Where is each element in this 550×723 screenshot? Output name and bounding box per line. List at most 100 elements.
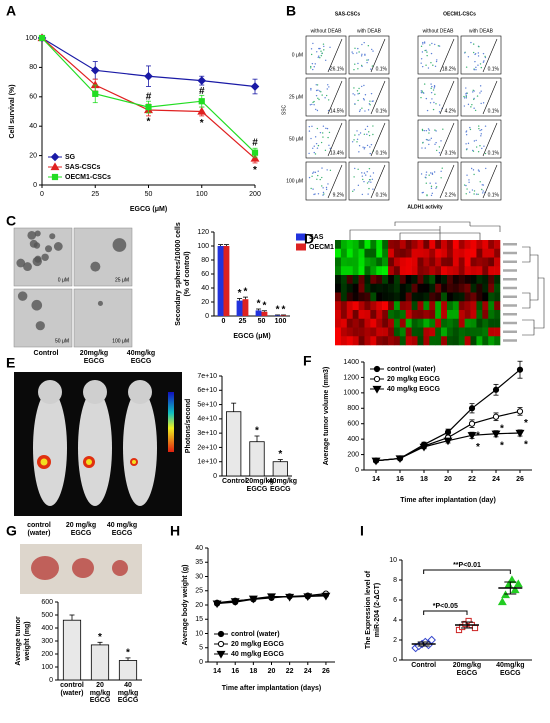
heatmap-cell bbox=[441, 266, 448, 276]
sphere bbox=[34, 230, 41, 237]
heatmap-cell bbox=[464, 301, 471, 311]
bar bbox=[274, 315, 281, 316]
heatmap-cell bbox=[482, 283, 489, 293]
flow-event bbox=[316, 109, 319, 112]
y-tick-label: 100 bbox=[41, 664, 53, 671]
y-axis-label: Cell survival (%) bbox=[9, 84, 16, 138]
heatmap-cell bbox=[488, 292, 495, 302]
flow-event bbox=[315, 108, 317, 111]
heatmap-cell bbox=[446, 275, 454, 285]
y-axis-label: The Expression level of bbox=[365, 570, 372, 649]
heatmap-cell bbox=[340, 318, 348, 328]
flow-event bbox=[435, 141, 437, 144]
y-tick-label: 60 bbox=[201, 271, 209, 278]
legend-label: OECM1-CSCs bbox=[65, 174, 111, 181]
y-tick-label: 1400 bbox=[343, 359, 359, 366]
flow-event bbox=[318, 55, 320, 57]
marker bbox=[197, 106, 207, 115]
marker bbox=[321, 592, 331, 601]
y-tick-label: 6e+10 bbox=[197, 387, 217, 394]
heatmap-cell bbox=[429, 266, 436, 276]
heatmap-cell bbox=[470, 336, 477, 346]
flow-event bbox=[367, 193, 369, 195]
heatmap-cell bbox=[458, 318, 465, 328]
x-tick-label: 18 bbox=[420, 476, 428, 483]
heatmap-cell bbox=[458, 310, 465, 320]
flow-event bbox=[359, 132, 362, 134]
y-axis-label: miR-204 (2-ΔCT) bbox=[374, 583, 381, 637]
sphere bbox=[33, 242, 41, 249]
heatmap-cell bbox=[335, 310, 342, 320]
legend-marker bbox=[50, 162, 60, 171]
heatmap-cell bbox=[423, 257, 430, 267]
row-label-placeholder bbox=[503, 304, 517, 307]
heatmap-cell bbox=[494, 327, 501, 337]
flow-gate bbox=[439, 38, 455, 73]
flow-event bbox=[366, 125, 369, 128]
y-tick-label: 5 bbox=[199, 645, 203, 652]
marker bbox=[248, 595, 258, 604]
flow-gate bbox=[482, 80, 498, 115]
flow-event bbox=[363, 148, 365, 150]
heatmap-cell bbox=[458, 248, 465, 258]
flow-event bbox=[308, 176, 311, 179]
annotation: **P<0.01 bbox=[453, 562, 481, 569]
heatmap-cell bbox=[393, 327, 401, 337]
heatmap-cell bbox=[482, 301, 489, 311]
x-tick-label: 40 mg/kg EGCG bbox=[117, 682, 139, 705]
heatmap-cell bbox=[446, 292, 454, 302]
flow-event bbox=[356, 141, 358, 143]
row-label-placeholder bbox=[503, 278, 517, 281]
flow-gate bbox=[370, 122, 386, 157]
legend-marker bbox=[373, 375, 381, 383]
heatmap-cell bbox=[352, 318, 359, 328]
heatmap-cell bbox=[405, 336, 412, 346]
heatmap-cell bbox=[482, 275, 489, 285]
heatmap-cell bbox=[411, 283, 418, 293]
flow-plot bbox=[460, 119, 502, 159]
flow-event bbox=[428, 143, 430, 146]
flow-event bbox=[470, 167, 473, 170]
flow-event bbox=[482, 192, 484, 194]
sphere bbox=[90, 261, 101, 272]
flow-event bbox=[465, 66, 468, 68]
flow-event bbox=[438, 146, 441, 148]
flow-event bbox=[475, 193, 478, 195]
flow-event bbox=[467, 103, 470, 106]
flow-event bbox=[465, 130, 468, 132]
annotation: * bbox=[524, 440, 528, 451]
y-tick-label: 600 bbox=[41, 599, 53, 606]
flow-event bbox=[478, 127, 480, 130]
heatmap-cell bbox=[417, 240, 424, 250]
flow-event bbox=[315, 89, 318, 92]
heatmap-cell bbox=[358, 266, 365, 276]
heatmap-cell bbox=[441, 283, 448, 293]
flow-event bbox=[352, 190, 354, 193]
flow-event bbox=[425, 97, 428, 100]
flow-event bbox=[434, 143, 436, 146]
heatmap-cell bbox=[382, 257, 389, 267]
flow-event bbox=[463, 105, 466, 107]
flow-event bbox=[361, 43, 363, 46]
x-tick-label: 20mg/kg EGCG bbox=[245, 478, 274, 493]
flow-event bbox=[370, 181, 372, 183]
heatmap-cell bbox=[458, 240, 465, 250]
flow-event bbox=[466, 174, 468, 176]
flow-event bbox=[423, 83, 426, 85]
flow-percent: 0.1% bbox=[376, 192, 388, 198]
flow-event bbox=[371, 65, 374, 67]
flow-event bbox=[470, 106, 472, 108]
row-label-placeholder bbox=[503, 251, 517, 255]
x-tick-label: 26 bbox=[322, 668, 330, 675]
flow-plot bbox=[417, 35, 459, 75]
flow-event bbox=[467, 142, 470, 145]
flow-event bbox=[426, 54, 428, 57]
flow-event bbox=[354, 134, 356, 136]
flow-event bbox=[473, 190, 476, 192]
legend-label: 40 mg/kg EGCG bbox=[387, 386, 440, 393]
flow-event bbox=[433, 87, 435, 89]
flow-event bbox=[473, 69, 475, 71]
flow-event bbox=[474, 109, 477, 112]
flow-event bbox=[317, 56, 319, 59]
flow-event bbox=[312, 188, 314, 190]
